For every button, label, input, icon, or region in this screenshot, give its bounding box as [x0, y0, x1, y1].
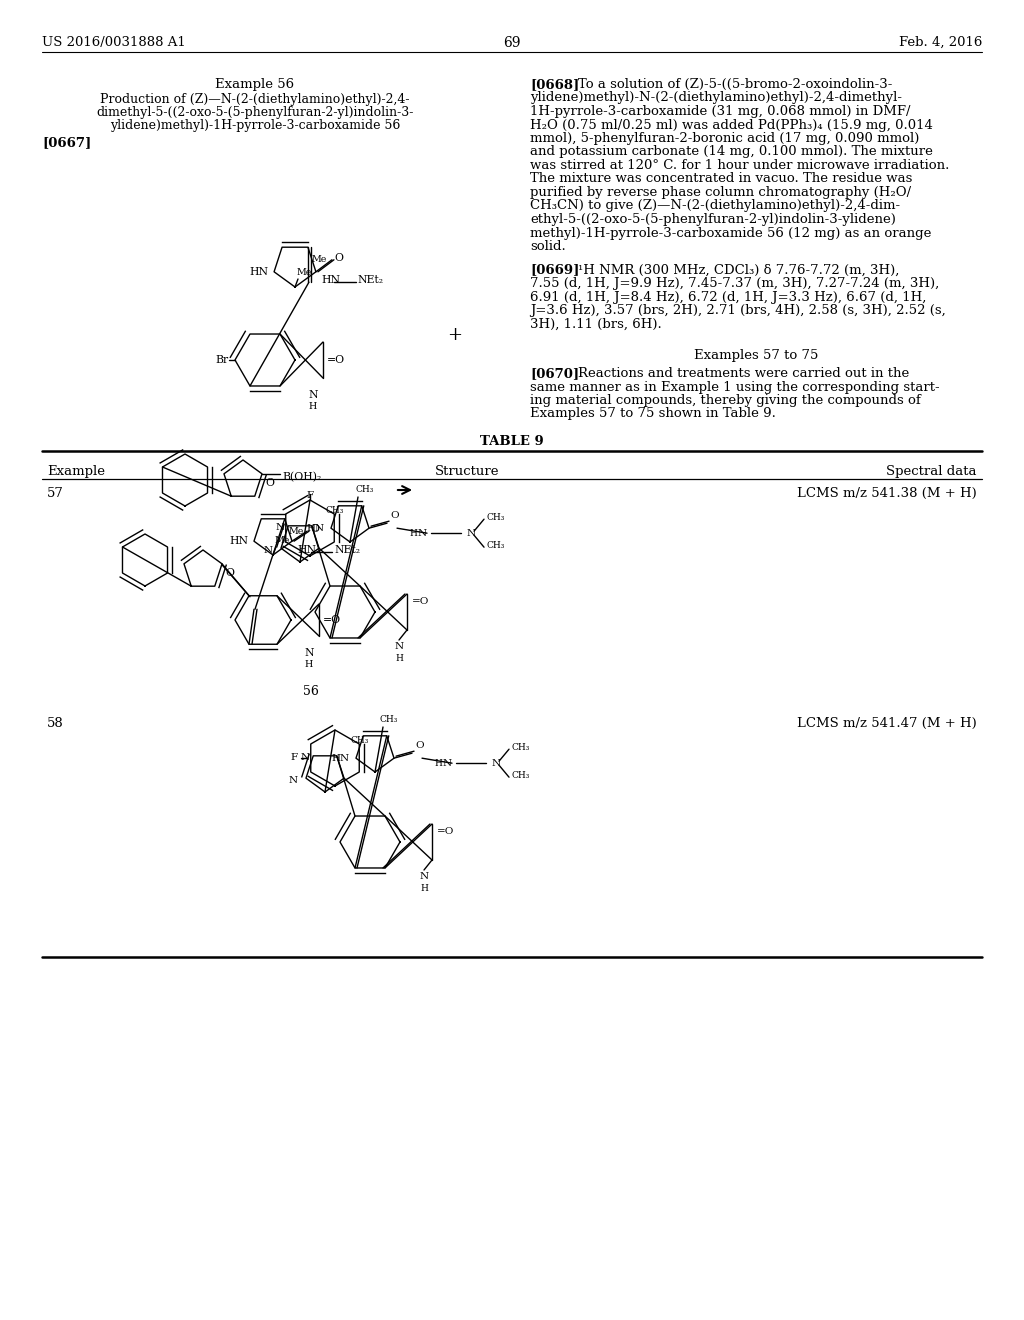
- Text: CH₃: CH₃: [486, 541, 505, 549]
- Text: and potassium carbonate (14 mg, 0.100 mmol). The mixture: and potassium carbonate (14 mg, 0.100 mm…: [530, 145, 933, 158]
- Text: ing material compounds, thereby giving the compounds of: ing material compounds, thereby giving t…: [530, 393, 921, 407]
- Text: CH₃: CH₃: [350, 737, 369, 746]
- Text: Examples 57 to 75 shown in Table 9.: Examples 57 to 75 shown in Table 9.: [530, 408, 776, 421]
- Text: TABLE 9: TABLE 9: [480, 436, 544, 447]
- Text: N: N: [304, 648, 313, 657]
- Text: CH₃: CH₃: [326, 507, 344, 515]
- Text: N: N: [442, 759, 452, 768]
- Text: dimethyl-5-((2-oxo-5-(5-phenylfuran-2-yl)indolin-3-: dimethyl-5-((2-oxo-5-(5-phenylfuran-2-yl…: [96, 106, 414, 119]
- Text: LCMS m/z 541.38 (M + H): LCMS m/z 541.38 (M + H): [798, 487, 977, 500]
- Text: Spectral data: Spectral data: [887, 465, 977, 478]
- Text: N: N: [466, 529, 475, 537]
- Text: =O: =O: [327, 355, 345, 366]
- Text: 6.91 (d, 1H, J=8.4 Hz), 6.72 (d, 1H, J=3.3 Hz), 6.67 (d, 1H,: 6.91 (d, 1H, J=8.4 Hz), 6.72 (d, 1H, J=3…: [530, 290, 927, 304]
- Text: NEt₂: NEt₂: [358, 275, 384, 285]
- Text: Examples 57 to 75: Examples 57 to 75: [694, 348, 818, 362]
- Text: H₂O (0.75 ml/0.25 ml) was added Pd(PPh₃)₄ (15.9 mg, 0.014: H₂O (0.75 ml/0.25 ml) was added Pd(PPh₃)…: [530, 119, 933, 132]
- Text: O: O: [334, 253, 343, 263]
- Text: mmol), 5-phenylfuran-2-boronic acid (17 mg, 0.090 mmol): mmol), 5-phenylfuran-2-boronic acid (17 …: [530, 132, 920, 145]
- Text: H: H: [434, 759, 442, 768]
- Text: Me: Me: [289, 527, 304, 536]
- Text: HN: HN: [307, 524, 325, 533]
- Text: was stirred at 120° C. for 1 hour under microwave irradiation.: was stirred at 120° C. for 1 hour under …: [530, 158, 949, 172]
- Text: US 2016/0031888 A1: US 2016/0031888 A1: [42, 36, 185, 49]
- Text: 58: 58: [47, 717, 63, 730]
- Text: B(OH)₂: B(OH)₂: [282, 471, 322, 482]
- Text: CH₃: CH₃: [355, 484, 374, 494]
- Text: 69: 69: [503, 36, 521, 50]
- Text: H: H: [395, 653, 402, 663]
- Text: ylidene)methyl)-1H-pyrrole-3-carboxamide 56: ylidene)methyl)-1H-pyrrole-3-carboxamide…: [110, 119, 400, 132]
- Text: F: F: [291, 754, 298, 763]
- Text: same manner as in Example 1 using the corresponding start-: same manner as in Example 1 using the co…: [530, 380, 940, 393]
- Text: N: N: [275, 523, 285, 532]
- Text: HN: HN: [249, 267, 268, 277]
- Text: CH₃CN) to give (Z)—N-(2-(diethylamino)ethyl)-2,4-dim-: CH₃CN) to give (Z)—N-(2-(diethylamino)et…: [530, 199, 900, 213]
- Text: Me: Me: [275, 536, 291, 545]
- Text: LCMS m/z 541.47 (M + H): LCMS m/z 541.47 (M + H): [798, 717, 977, 730]
- Text: CH₃: CH₃: [511, 771, 529, 780]
- Text: N: N: [308, 389, 317, 400]
- Text: H: H: [309, 403, 317, 411]
- Text: CH₃: CH₃: [380, 715, 398, 723]
- Text: ylidene)methyl)-N-(2-(diethylamino)ethyl)-2,4-dimethyl-: ylidene)methyl)-N-(2-(diethylamino)ethyl…: [530, 91, 902, 104]
- Text: The mixture was concentrated in vacuo. The residue was: The mixture was concentrated in vacuo. T…: [530, 173, 912, 186]
- Text: Production of (Z)—N-(2-(diethylamino)ethyl)-2,4-: Production of (Z)—N-(2-(diethylamino)eth…: [100, 92, 410, 106]
- Text: N: N: [492, 759, 500, 768]
- Text: H: H: [409, 529, 417, 537]
- Text: =O: =O: [412, 598, 429, 606]
- Text: O: O: [310, 524, 319, 535]
- Text: Br: Br: [216, 355, 229, 366]
- Text: Me: Me: [297, 268, 312, 277]
- Text: [0669]: [0669]: [530, 264, 580, 276]
- Text: +: +: [447, 326, 463, 345]
- Text: Structure: Structure: [435, 465, 500, 478]
- Text: 3H), 1.11 (brs, 6H).: 3H), 1.11 (brs, 6H).: [530, 318, 662, 330]
- Text: Feb. 4, 2016: Feb. 4, 2016: [899, 36, 982, 49]
- Text: Example 56: Example 56: [215, 78, 295, 91]
- Text: Example: Example: [47, 465, 105, 478]
- Text: [0667]: [0667]: [42, 136, 91, 149]
- Text: N: N: [289, 776, 298, 784]
- Text: F: F: [306, 491, 313, 500]
- Text: solid.: solid.: [530, 240, 565, 253]
- Text: Reactions and treatments were carried out in the: Reactions and treatments were carried ou…: [578, 367, 909, 380]
- Text: 56: 56: [303, 685, 318, 698]
- Text: HN: HN: [297, 545, 316, 556]
- Text: =O: =O: [437, 828, 455, 837]
- Text: HN: HN: [321, 275, 340, 285]
- Text: NEt₂: NEt₂: [334, 545, 360, 556]
- Text: HN: HN: [332, 754, 350, 763]
- Text: O: O: [265, 478, 274, 488]
- Text: N: N: [417, 529, 426, 537]
- Text: purified by reverse phase column chromatography (H₂O/: purified by reverse phase column chromat…: [530, 186, 911, 199]
- Text: N: N: [300, 754, 309, 763]
- Text: ethyl-5-((2-oxo-5-(5-phenylfuran-2-yl)indolin-3-ylidene): ethyl-5-((2-oxo-5-(5-phenylfuran-2-yl)in…: [530, 213, 896, 226]
- Text: =O: =O: [323, 615, 341, 624]
- Text: H: H: [420, 884, 428, 894]
- Text: Me: Me: [312, 255, 328, 264]
- Text: CH₃: CH₃: [486, 512, 505, 521]
- Text: N: N: [394, 642, 403, 651]
- Text: N: N: [420, 873, 429, 880]
- Text: J=3.6 Hz), 3.57 (brs, 2H), 2.71 (brs, 4H), 2.58 (s, 3H), 2.52 (s,: J=3.6 Hz), 3.57 (brs, 2H), 2.71 (brs, 4H…: [530, 304, 946, 317]
- Text: CH₃: CH₃: [511, 743, 529, 751]
- Text: O: O: [390, 511, 398, 520]
- Text: HN: HN: [229, 536, 248, 546]
- Text: H: H: [305, 660, 313, 669]
- Text: methyl)-1H-pyrrole-3-carboxamide 56 (12 mg) as an orange: methyl)-1H-pyrrole-3-carboxamide 56 (12 …: [530, 227, 932, 239]
- Text: 7.55 (d, 1H, J=9.9 Hz), 7.45-7.37 (m, 3H), 7.27-7.24 (m, 3H),: 7.55 (d, 1H, J=9.9 Hz), 7.45-7.37 (m, 3H…: [530, 277, 939, 290]
- Text: N: N: [264, 545, 273, 554]
- Text: 57: 57: [47, 487, 63, 500]
- Text: [0670]: [0670]: [530, 367, 580, 380]
- Text: O: O: [225, 568, 234, 578]
- Text: ¹H NMR (300 MHz, CDCl₃) δ 7.76-7.72 (m, 3H),: ¹H NMR (300 MHz, CDCl₃) δ 7.76-7.72 (m, …: [578, 264, 899, 276]
- Text: 1H-pyrrole-3-carboxamide (31 mg, 0.068 mmol) in DMF/: 1H-pyrrole-3-carboxamide (31 mg, 0.068 m…: [530, 106, 910, 117]
- Text: O: O: [415, 741, 424, 750]
- Text: [0668]: [0668]: [530, 78, 580, 91]
- Text: To a solution of (Z)-5-((5-bromo-2-oxoindolin-3-: To a solution of (Z)-5-((5-bromo-2-oxoin…: [578, 78, 892, 91]
